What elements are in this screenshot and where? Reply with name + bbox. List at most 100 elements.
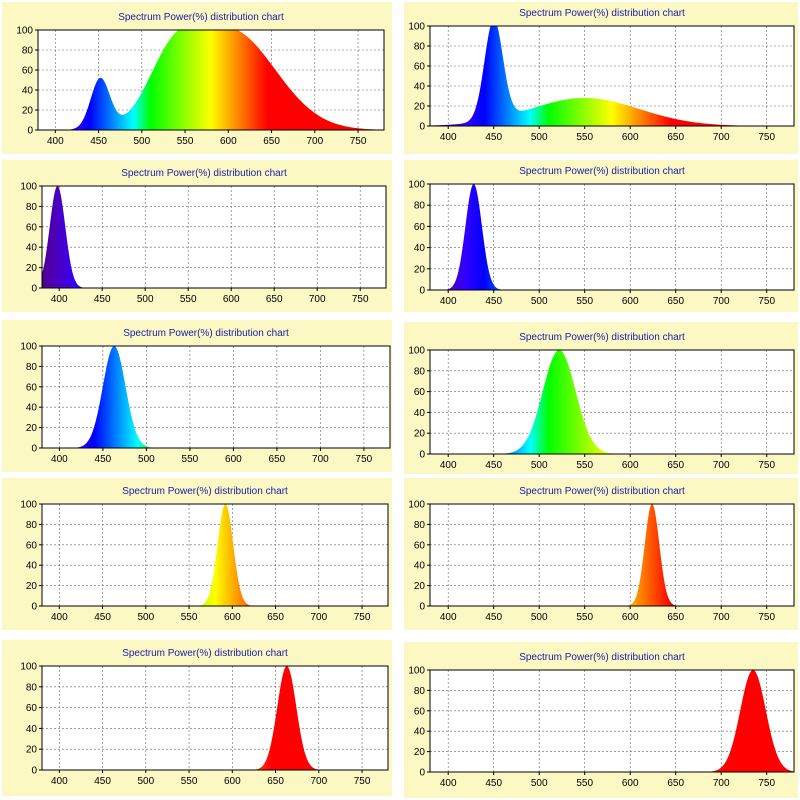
x-tick-label: 650 [667, 778, 684, 789]
x-tick-label: 550 [576, 460, 593, 471]
plot-area [41, 185, 387, 289]
y-tick-label: 60 [22, 66, 34, 77]
y-tick-label: 40 [414, 408, 426, 419]
x-tick-label: 600 [622, 296, 639, 307]
y-tick-label: 20 [414, 102, 426, 113]
x-tick-label: 500 [137, 294, 154, 305]
x-tick-label: 400 [440, 778, 457, 789]
x-tick-label: 750 [354, 776, 371, 787]
y-tick-label: 80 [414, 42, 426, 53]
x-tick-label: 750 [758, 778, 775, 789]
y-tick-label: 0 [31, 444, 37, 455]
x-tick-label: 500 [531, 612, 548, 623]
y-tick-label: 0 [31, 284, 37, 295]
x-tick-label: 400 [440, 132, 457, 143]
y-tick-label: 80 [22, 46, 34, 57]
x-tick-label: 550 [182, 454, 199, 465]
y-tick-label: 100 [20, 500, 37, 511]
y-tick-label: 100 [20, 342, 37, 353]
y-tick-label: 100 [408, 666, 425, 677]
spectrum-area [430, 184, 794, 290]
x-tick-label: 700 [713, 460, 730, 471]
x-tick-label: 600 [223, 294, 240, 305]
x-tick-label: 450 [94, 776, 111, 787]
chart-title: Spectrum Power(%) distribution chart [122, 486, 288, 497]
spectrum-chart-svg: Spectrum Power(%) distribution chart 0 20 4… [20, 168, 387, 305]
y-tick-label: 0 [27, 126, 33, 137]
y-tick-label: 20 [414, 264, 426, 275]
y-tick-label: 20 [26, 423, 38, 434]
x-tick-label: 500 [137, 612, 154, 623]
y-tick-label: 80 [414, 366, 426, 377]
x-tick-label: 650 [667, 612, 684, 623]
x-tick-label: 750 [356, 454, 373, 465]
x-tick-label: 700 [713, 778, 730, 789]
y-tick-label: 40 [22, 86, 34, 97]
x-tick-label: 600 [224, 776, 241, 787]
y-tick-label: 0 [419, 602, 425, 613]
spectrum-area [42, 346, 390, 448]
y-tick-label: 0 [419, 450, 425, 461]
x-tick-label: 500 [138, 454, 155, 465]
x-tick-label: 750 [352, 294, 369, 305]
x-tick-label: 650 [266, 294, 283, 305]
x-tick-label: 500 [531, 778, 548, 789]
x-tick-label: 550 [177, 136, 194, 147]
y-tick-label: 100 [408, 346, 425, 357]
x-tick-label: 650 [267, 612, 284, 623]
plot-border [41, 345, 391, 449]
y-tick-label: 100 [408, 180, 425, 191]
plot-border [41, 503, 389, 607]
y-tick-label: 0 [31, 602, 37, 613]
x-tick-label: 600 [622, 612, 639, 623]
plot-area [429, 183, 795, 291]
x-tick-label: 700 [306, 136, 323, 147]
plot-border [429, 183, 795, 291]
x-tick-label: 650 [667, 296, 684, 307]
plot-border [37, 29, 385, 131]
spectrum-chart-panel-1: Spectrum Power(%) distribution chart 0 20 4… [2, 2, 392, 154]
x-tick-label: 600 [220, 136, 237, 147]
x-tick-label: 750 [758, 132, 775, 143]
x-tick-label: 450 [485, 296, 502, 307]
spectrum-chart-svg: Spectrum Power(%) distribution chart 0 20 4… [20, 486, 389, 623]
x-tick-label: 700 [713, 612, 730, 623]
x-tick-label: 400 [51, 454, 68, 465]
y-tick-label: 80 [414, 520, 426, 531]
x-tick-label: 700 [713, 296, 730, 307]
spectrum-area [430, 670, 794, 772]
y-tick-label: 100 [20, 182, 37, 193]
chart-title: Spectrum Power(%) distribution chart [123, 328, 289, 339]
spectrum-area [42, 504, 388, 606]
x-tick-label: 700 [312, 454, 329, 465]
chart-title: Spectrum Power(%) distribution chart [519, 166, 685, 177]
y-tick-label: 100 [408, 500, 425, 511]
spectrum-chart-panel-6: Spectrum Power(%) distribution chart 0 20 4… [404, 322, 798, 474]
y-tick-label: 60 [414, 222, 426, 233]
x-tick-label: 650 [267, 776, 284, 787]
spectrum-chart-panel-3: Spectrum Power(%) distribution chart 0 20 4… [2, 160, 392, 312]
x-tick-label: 750 [350, 136, 367, 147]
chart-title: Spectrum Power(%) distribution chart [519, 652, 685, 663]
y-tick-label: 20 [26, 581, 38, 592]
x-tick-label: 700 [309, 294, 326, 305]
y-tick-label: 40 [414, 727, 426, 738]
spectrum-area [430, 26, 794, 126]
x-tick-label: 550 [180, 294, 197, 305]
spectrum-area [38, 30, 384, 130]
y-tick-label: 100 [16, 26, 33, 37]
y-tick-label: 60 [414, 62, 426, 73]
y-tick-label: 60 [414, 540, 426, 551]
spectrum-chart-panel-8: Spectrum Power(%) distribution chart 0 20 4… [404, 478, 798, 630]
y-tick-label: 20 [22, 106, 34, 117]
y-tick-label: 0 [31, 766, 37, 777]
x-tick-label: 600 [622, 132, 639, 143]
y-tick-label: 40 [26, 561, 38, 572]
x-tick-label: 750 [758, 296, 775, 307]
plot-border [41, 185, 387, 289]
y-tick-label: 40 [414, 561, 426, 572]
x-tick-label: 600 [224, 612, 241, 623]
y-tick-label: 80 [26, 520, 38, 531]
y-tick-label: 60 [26, 222, 38, 233]
x-tick-label: 650 [667, 460, 684, 471]
